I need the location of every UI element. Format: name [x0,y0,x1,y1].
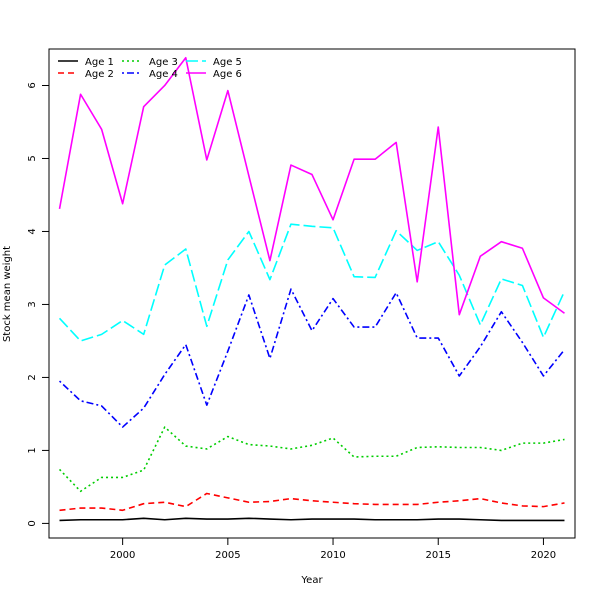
x-tick-label: 2000 [110,550,135,561]
series-line-age-1 [59,517,565,522]
x-axis: 2000 2005 2010 2015 2020 [110,538,556,561]
legend-label: Age 3 [149,57,178,68]
y-axis-title: Stock mean weight [2,246,13,342]
x-tick-label: 2010 [320,550,345,561]
plot-frame [48,48,576,539]
legend-label: Age 2 [85,69,114,80]
x-tick-label: 2005 [215,550,240,561]
y-tick-label: 2 [27,374,38,380]
legend-label: Age 5 [213,57,242,68]
y-axis: 0 1 2 3 4 5 6 [27,82,49,527]
legend-label: Age 6 [213,69,242,80]
y-tick-label: 5 [27,155,38,161]
series-line-age-3 [58,426,565,493]
y-tick-label: 4 [27,228,38,234]
legend-label: Age 4 [149,69,178,80]
legend-label: Age 1 [85,57,114,68]
x-tick-label: 2015 [426,550,451,561]
series-line-age-2 [59,492,565,512]
series-layer [58,56,566,522]
series-line-age-5 [58,223,566,342]
y-tick-label: 0 [27,520,38,526]
y-tick-label: 3 [27,301,38,307]
y-tick-label: 1 [27,447,38,453]
x-axis-title: Year [300,575,323,586]
y-tick-label: 6 [27,82,38,88]
x-tick-label: 2020 [531,550,556,561]
series-line-age-6 [58,56,565,316]
